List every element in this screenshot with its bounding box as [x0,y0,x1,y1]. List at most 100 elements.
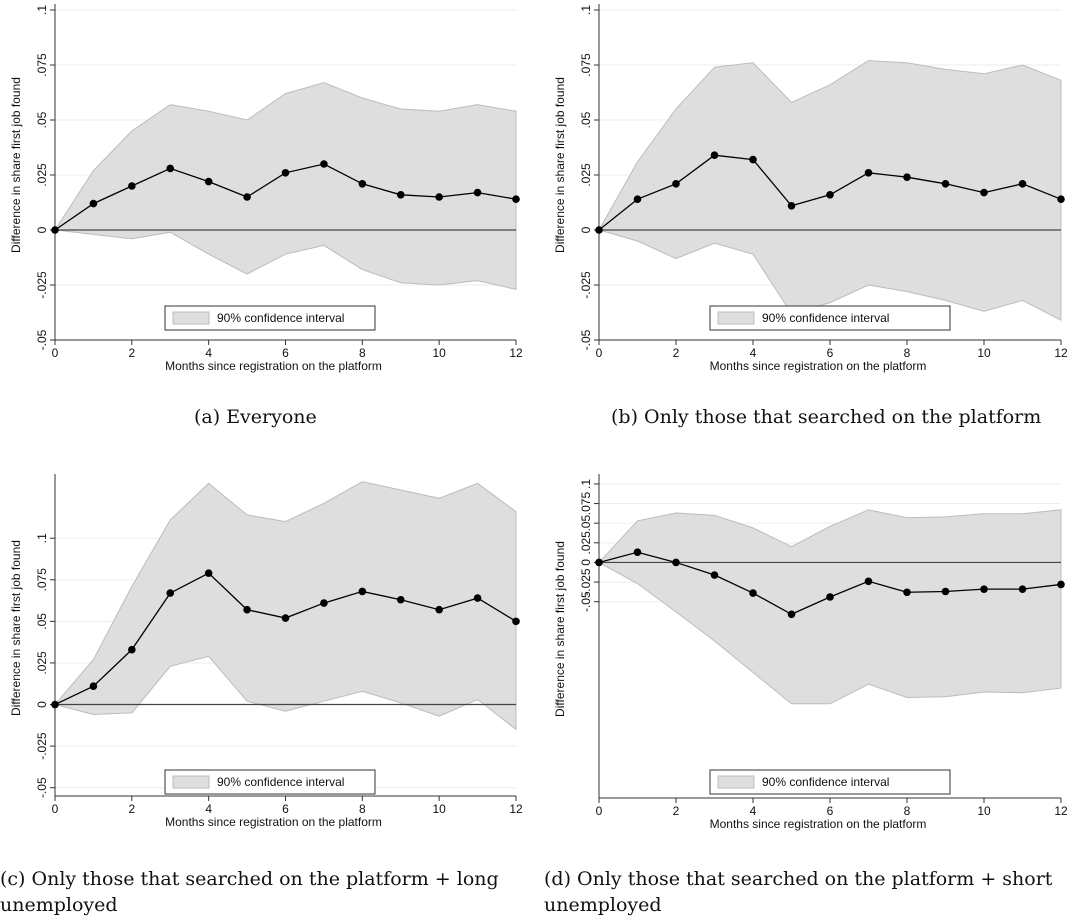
confidence-band [55,482,516,730]
data-point [903,173,911,181]
data-point [634,548,642,556]
data-point [788,202,796,210]
chart-panel-c: -.05-.0250.025.05.075.1024681012Months s… [0,462,540,852]
x-tick-label: 6 [282,802,289,816]
legend-label: 90% confidence interval [217,311,344,325]
data-point [128,182,136,190]
y-tick-label: .05 [579,111,593,128]
data-point [512,195,520,203]
x-tick-label: 2 [673,346,680,360]
y-axis-title: Difference in share first job found [553,541,567,717]
chart-panel-a: -.05-.0250.025.05.075.1024681012Months s… [0,0,540,380]
y-tick-label: .025 [579,163,593,187]
data-point [90,682,98,690]
data-point [980,189,988,197]
x-tick-label: 10 [432,802,446,816]
caption-b: (b) Only those that searched on the plat… [611,406,1041,428]
data-point [711,151,719,159]
legend-swatch [173,776,209,788]
x-tick-label: 8 [904,804,911,818]
data-point [672,559,680,567]
y-tick-label: .05 [35,111,49,128]
y-tick-label: -.025 [579,271,593,299]
caption-c: (c) Only those that searched on the plat… [0,866,540,918]
y-axis-title: Difference in share first job found [9,540,23,716]
legend-label: 90% confidence interval [217,775,344,789]
data-point [205,178,213,186]
chart-svg-b: -.05-.0250.025.05.075.1024681012Months s… [544,0,1077,380]
x-axis-title: Months since registration on the platfor… [710,359,927,373]
data-point [942,180,950,188]
chart-svg-d: -.05-.0250.025.05.075.1024681012Months s… [544,462,1077,852]
y-tick-label: -.025 [35,271,49,299]
x-axis-title: Months since registration on the platfor… [165,359,382,373]
y-tick-label: .1 [35,5,49,15]
data-point [474,594,482,602]
data-point [826,593,834,601]
y-tick-label: 0 [35,701,49,708]
data-point [903,588,911,596]
y-tick-label: -.05 [35,777,49,798]
x-axis-title: Months since registration on the platfor… [165,815,382,829]
data-point [749,156,757,164]
chart-svg-a: -.05-.0250.025.05.075.1024681012Months s… [0,0,540,380]
data-point [711,571,719,579]
x-tick-label: 0 [52,346,59,360]
x-tick-label: 12 [1054,346,1068,360]
data-point [672,180,680,188]
y-tick-label: 0 [579,226,593,233]
y-tick-label: .1 [35,533,49,543]
legend-swatch [718,776,754,788]
data-point [512,618,520,626]
data-point [282,169,290,177]
x-tick-label: 10 [432,346,446,360]
data-point [980,585,988,593]
data-point [243,606,251,614]
y-tick-label: .075 [35,53,49,77]
y-tick-label: .1 [579,479,593,489]
confidence-band [55,83,516,290]
chart-svg-c: -.05-.0250.025.05.075.1024681012Months s… [0,462,540,852]
data-point [51,701,59,709]
y-tick-label: .05 [35,613,49,630]
data-point [1057,195,1065,203]
y-tick-label: -.025 [579,568,593,596]
y-tick-label: .075 [35,568,49,592]
data-point [320,599,328,607]
y-axis-title: Difference in share first job found [9,77,23,253]
y-tick-label: .025 [35,163,49,187]
x-tick-label: 4 [750,346,757,360]
x-tick-label: 2 [673,804,680,818]
data-point [634,195,642,203]
x-tick-label: 10 [977,804,991,818]
data-point [397,191,405,199]
data-point [205,569,213,577]
y-tick-label: -.025 [35,732,49,760]
legend-swatch [718,312,754,324]
data-point [1019,585,1027,593]
y-tick-label: .025 [579,531,593,555]
y-tick-label: .025 [35,651,49,675]
x-tick-label: 2 [128,346,135,360]
x-tick-label: 10 [977,346,991,360]
data-point [1057,581,1065,589]
x-tick-label: 8 [904,346,911,360]
x-tick-label: 6 [282,346,289,360]
data-point [595,559,603,567]
y-tick-label: 0 [579,559,593,566]
y-tick-label: .075 [579,53,593,77]
y-axis-title: Difference in share first job found [553,77,567,253]
data-point [595,226,603,234]
y-tick-label: 0 [35,226,49,233]
legend-swatch [173,312,209,324]
y-tick-label: .1 [579,5,593,15]
y-tick-label: -.05 [35,329,49,350]
y-tick-label: .075 [579,492,593,516]
data-point [1019,180,1027,188]
data-point [435,606,443,614]
legend-label: 90% confidence interval [762,311,889,325]
data-point [942,588,950,596]
x-tick-label: 12 [509,802,523,816]
chart-panel-d: -.05-.0250.025.05.075.1024681012Months s… [544,462,1077,852]
y-tick-label: .05 [579,515,593,532]
